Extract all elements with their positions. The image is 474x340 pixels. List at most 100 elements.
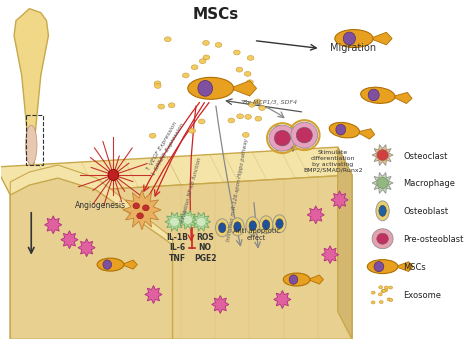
Text: By MCP1/3, SDF4: By MCP1/3, SDF4 [243, 100, 297, 105]
Polygon shape [10, 178, 173, 339]
Ellipse shape [237, 114, 244, 119]
Text: Inhibition NF-κB function: Inhibition NF-κB function [181, 157, 203, 223]
Ellipse shape [245, 71, 251, 76]
Ellipse shape [149, 133, 156, 138]
Text: Inhibition miR-126-spon-Hippo pathway: Inhibition miR-126-spon-Hippo pathway [226, 138, 249, 242]
Ellipse shape [274, 130, 291, 146]
Ellipse shape [371, 291, 375, 294]
Ellipse shape [255, 99, 261, 104]
Ellipse shape [379, 286, 383, 289]
Ellipse shape [164, 37, 171, 42]
Ellipse shape [188, 78, 234, 99]
Polygon shape [357, 129, 374, 139]
Polygon shape [178, 210, 197, 229]
Ellipse shape [361, 87, 395, 103]
Ellipse shape [377, 233, 388, 244]
Ellipse shape [389, 286, 392, 289]
Polygon shape [274, 290, 291, 308]
Polygon shape [45, 216, 62, 234]
Ellipse shape [245, 114, 252, 119]
Ellipse shape [247, 55, 254, 61]
Polygon shape [321, 246, 338, 264]
Ellipse shape [291, 122, 318, 148]
Ellipse shape [242, 133, 249, 137]
Text: Osteoblast: Osteoblast [403, 207, 449, 216]
Ellipse shape [336, 124, 346, 135]
Text: MSCs: MSCs [403, 263, 426, 272]
Ellipse shape [196, 217, 206, 226]
Ellipse shape [263, 220, 270, 230]
Ellipse shape [289, 275, 298, 284]
Text: Angiogenesis: Angiogenesis [75, 201, 127, 210]
Ellipse shape [215, 42, 222, 47]
Text: Migration: Migration [330, 44, 376, 53]
Polygon shape [212, 295, 229, 313]
Polygon shape [10, 165, 173, 245]
Ellipse shape [191, 65, 198, 70]
Ellipse shape [246, 217, 259, 235]
Ellipse shape [335, 30, 373, 48]
Polygon shape [12, 8, 50, 277]
Text: Pre-osteoblast: Pre-osteoblast [403, 235, 464, 244]
Text: Anti apoptotic
effect: Anti apoptotic effect [233, 228, 280, 241]
Ellipse shape [259, 105, 265, 111]
Ellipse shape [387, 298, 391, 301]
Ellipse shape [377, 177, 388, 188]
Polygon shape [122, 260, 137, 269]
Polygon shape [370, 32, 392, 45]
Ellipse shape [154, 81, 161, 86]
Ellipse shape [376, 201, 389, 221]
Ellipse shape [137, 213, 144, 219]
Polygon shape [191, 212, 211, 231]
Ellipse shape [97, 258, 124, 271]
Polygon shape [331, 191, 348, 209]
Ellipse shape [249, 221, 256, 231]
Ellipse shape [236, 67, 243, 72]
Ellipse shape [378, 293, 382, 296]
Text: Stimulate
differentiation
by activating
BMP2/SMAD/Runx2: Stimulate differentiation by activating … [303, 150, 363, 172]
Ellipse shape [343, 32, 356, 45]
Ellipse shape [155, 84, 161, 88]
Ellipse shape [368, 89, 379, 101]
Ellipse shape [377, 150, 388, 160]
Ellipse shape [25, 262, 38, 273]
Ellipse shape [381, 290, 385, 293]
Ellipse shape [219, 223, 226, 233]
Polygon shape [395, 262, 413, 271]
Ellipse shape [273, 215, 286, 233]
Ellipse shape [389, 299, 393, 302]
Ellipse shape [199, 59, 206, 64]
Ellipse shape [246, 80, 253, 85]
Ellipse shape [248, 102, 255, 107]
Ellipse shape [108, 169, 118, 181]
Ellipse shape [182, 73, 189, 78]
Polygon shape [78, 239, 95, 257]
Ellipse shape [259, 216, 273, 234]
Polygon shape [308, 275, 323, 284]
Ellipse shape [379, 301, 383, 304]
Text: MSCs: MSCs [192, 6, 238, 22]
Ellipse shape [25, 250, 38, 260]
Ellipse shape [189, 129, 196, 133]
Ellipse shape [372, 229, 393, 249]
Polygon shape [165, 212, 184, 231]
Ellipse shape [202, 40, 210, 45]
Ellipse shape [371, 301, 375, 304]
Ellipse shape [158, 104, 164, 109]
Text: Osteoclast: Osteoclast [403, 152, 448, 160]
Polygon shape [0, 147, 352, 195]
Ellipse shape [382, 289, 386, 292]
Ellipse shape [283, 273, 310, 286]
Ellipse shape [379, 205, 386, 216]
Polygon shape [230, 81, 256, 96]
Polygon shape [123, 190, 161, 230]
Polygon shape [10, 175, 352, 339]
Ellipse shape [26, 125, 37, 165]
Ellipse shape [203, 55, 210, 60]
Polygon shape [145, 286, 162, 304]
Text: Exosome: Exosome [403, 291, 442, 300]
Ellipse shape [275, 125, 282, 130]
Ellipse shape [329, 122, 360, 138]
Ellipse shape [384, 286, 388, 289]
Ellipse shape [168, 103, 175, 108]
